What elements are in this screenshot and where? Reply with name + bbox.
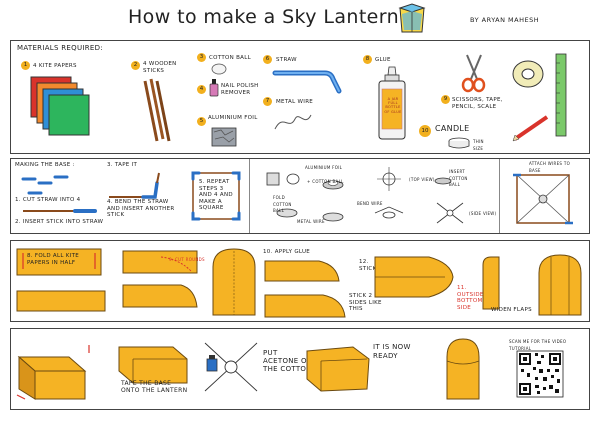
metal-wire-illustration	[274, 114, 312, 130]
body-panel: 8. FOLD ALL KITE PAPERS IN HALF 9. CUT R…	[10, 240, 590, 322]
fold-paper-illustration	[16, 248, 102, 276]
attach-wires-label: ATTACH WIRES TO BASE	[529, 161, 571, 173]
tape-base-label: TAPE THE BASE ONTO THE LANTERN	[121, 380, 188, 394]
glue-bottle-text: A JAR FULL BOTTLE OF GLUE	[384, 97, 402, 114]
base-step-2: 2. INSERT STICK INTO STRAW	[15, 219, 104, 225]
straw-pieces-illustration	[21, 175, 69, 195]
item-label-metal-wire: METAL WIRE	[276, 99, 314, 105]
tape-bend-illustration	[109, 172, 160, 199]
cut-rounds-illustration	[122, 250, 198, 308]
nail-polish-bottle-icon	[209, 79, 219, 97]
wooden-sticks-illustration	[143, 78, 171, 142]
base-heading: MAKING THE BASE :	[15, 162, 75, 168]
materials-heading: MATERIALS REQUIRED:	[17, 44, 103, 52]
item-label-glue: GLUE	[375, 57, 391, 63]
attach-wires-illustration	[513, 173, 573, 225]
candle-icon	[448, 137, 470, 149]
stuck-panels-illustration	[374, 256, 454, 298]
fold-cotton-label: FOLD COTTON BALL	[273, 195, 292, 213]
scissors-icon	[461, 54, 486, 93]
base-step-3: 3. TAPE IT	[107, 162, 138, 168]
item-number-8: 8	[363, 55, 372, 64]
item-number-7: 7	[263, 97, 272, 106]
item-number-3: 3	[197, 53, 206, 62]
item-label-kite-papers: 4 KITE PAPERS	[33, 63, 77, 69]
stick-sides-label: STICK 2 SIDES LIKE THIS	[349, 293, 382, 312]
pencil-icon	[512, 115, 549, 142]
foil-label: ALUMINIUM FOIL	[305, 165, 343, 170]
acetone-label: PUT ACETONE ON THE COTTON	[263, 349, 313, 373]
scale-ruler-icon	[555, 53, 567, 137]
unfolded-panel-illustration	[212, 248, 256, 316]
item-number-9: 9	[441, 95, 450, 104]
bend-wire-label: BEND WIRE	[357, 201, 383, 206]
side-view-label: (SIDE VIEW)	[469, 211, 497, 216]
cotton-ball-icon	[211, 63, 227, 75]
folded-paper-illustration	[16, 290, 106, 312]
cube-base-illustration	[16, 345, 90, 400]
widened-lantern-illustration	[538, 254, 582, 316]
item-label-nail-polish: NAIL POLISH REMOVER	[221, 83, 259, 96]
body-step-10: 10. APPLY GLUE	[263, 249, 311, 255]
item-number-10: 10	[419, 125, 431, 137]
top-view-label: (TOP VIEW)	[409, 177, 435, 182]
kite-papers-illustration	[30, 76, 90, 136]
base-step-4: 4. BEND THE STRAW AND INSERT ANOTHER STI…	[107, 199, 175, 218]
author-credit: BY ARYAN MAHESH	[470, 16, 540, 24]
item-label-scissors: SCISSORS, TAPE, PENCIL, SCALE	[452, 97, 503, 110]
item-number-4: 4	[197, 85, 206, 94]
body-step-11: 11. OUTSIDE BOTTOM SIDE	[457, 285, 484, 311]
single-flap-illustration	[482, 256, 500, 310]
qr-code-icon[interactable]	[516, 350, 564, 398]
scan-label: SCAN ME FOR THE VIDEO TUTORIAL	[509, 339, 567, 351]
item-number-5: 5	[197, 117, 206, 126]
finish-panel: TAPE THE BASE ONTO THE LANTERN PUT ACETO…	[10, 328, 590, 410]
square-frame-illustration	[191, 171, 241, 221]
materials-panel: MATERIALS REQUIRED: 1 4 KITE PAPERS 2 4 …	[10, 40, 590, 154]
body-step-12: 12. STICK	[359, 259, 377, 272]
metal-wire-label: METAL WIRE	[297, 219, 325, 224]
item-number-2: 2	[131, 61, 140, 70]
base-step-5: 5. REPEAT STEPS 3 AND 4 AND MAKE A SQUAR…	[199, 179, 233, 211]
ready-label: IT IS NOW READY	[373, 343, 411, 360]
body-step-8: 8. FOLD ALL KITE PAPERS IN HALF	[27, 253, 80, 266]
item-label-aluminium-foil: ALUMINIUM FOIL	[208, 115, 258, 121]
body-step-9: 9. CUT ROUNDS	[169, 257, 205, 262]
insert-cotton-label: INSERT COTTON BALL	[449, 169, 468, 187]
stick-in-straw-illustration	[23, 209, 97, 213]
candle-note: THIN SIZE	[473, 139, 484, 151]
acetone-cotton-illustration	[204, 342, 258, 392]
item-label-straw: STRAW	[276, 57, 297, 63]
item-label-candle: CANDLE	[435, 124, 470, 133]
cotton-ball-label: + COTTON BALL	[307, 179, 344, 184]
page-title: How to make a Sky Lantern	[128, 6, 400, 28]
lit-lantern-illustration	[306, 346, 370, 392]
item-number-6: 6	[263, 55, 272, 64]
item-label-wooden-sticks: 4 WOODEN STICKS	[143, 61, 177, 74]
item-number-1: 1	[21, 61, 30, 70]
apply-glue-illustration	[264, 260, 346, 318]
glue-bottle-illustration	[378, 66, 406, 140]
tape-roll-icon	[512, 60, 544, 88]
lantern-logo-icon	[398, 3, 426, 33]
widen-flaps-label: WIDEN FLAPS	[491, 307, 532, 313]
foil-cotton-steps-illustration	[266, 167, 464, 224]
finished-lantern-illustration	[446, 338, 480, 400]
straw-illustration	[272, 70, 342, 94]
taped-lantern-illustration	[118, 346, 188, 384]
base-panel: MAKING THE BASE : 1. CUT STRAW INTO 4 2.…	[10, 158, 590, 234]
aluminium-foil-icon	[211, 127, 237, 147]
base-step-1: 1. CUT STRAW INTO 4	[15, 197, 81, 203]
item-label-cotton-ball: COTTON BALL	[209, 55, 251, 61]
